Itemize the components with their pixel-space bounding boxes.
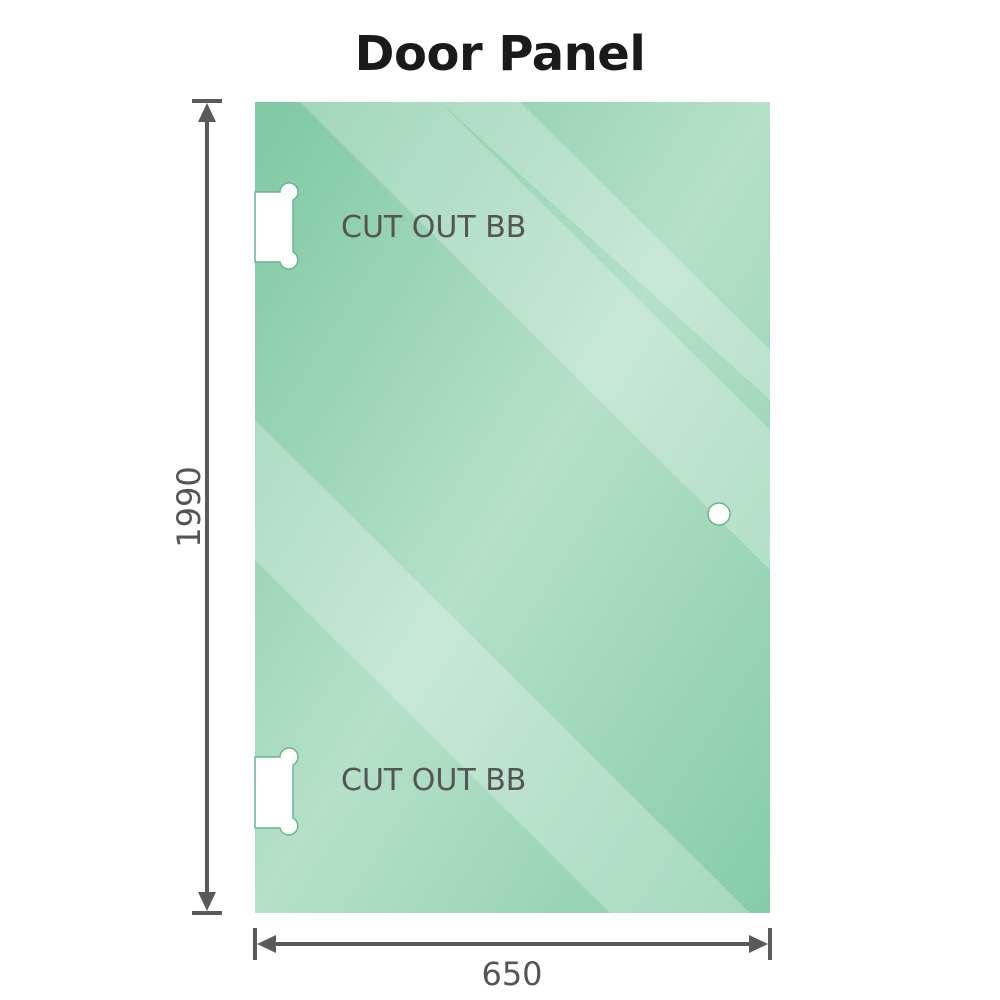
handle-hole (707, 502, 731, 526)
diagram-title: Door Panel (354, 26, 646, 82)
height-label: 1990 (170, 466, 208, 547)
width-dimension (253, 928, 772, 960)
arrow-right-icon (749, 935, 768, 953)
width-label: 650 (481, 955, 542, 993)
arrow-down-icon (198, 892, 216, 911)
arrow-up-icon (198, 103, 216, 122)
cutout-label-top: CUT OUT BB (341, 210, 526, 245)
bottom-cutout (254, 747, 299, 836)
arrow-left-icon (257, 935, 276, 953)
cutout-label-bottom: CUT OUT BB (341, 763, 526, 798)
top-cutout (254, 182, 299, 270)
height-dimension (192, 99, 222, 915)
glass-panel (255, 102, 770, 913)
